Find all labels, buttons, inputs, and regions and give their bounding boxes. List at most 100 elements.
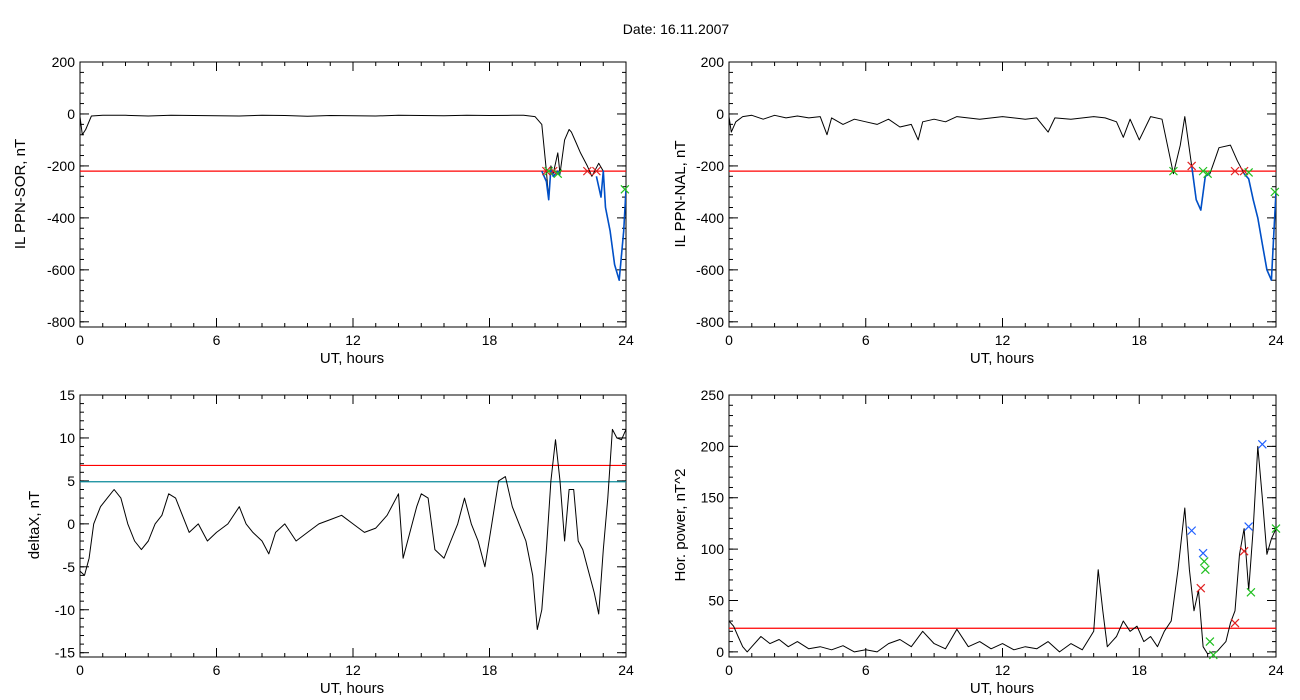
y-axis-label: IL PPN-SOR, nT [12,139,29,249]
x-tick-label: 12 [345,332,361,348]
event-marker [1196,583,1206,593]
marker-stroke [1198,166,1208,176]
plot-area [729,114,1276,282]
x-axis-label: UT, hours [320,350,384,367]
chart-panel-sor: UT, hours IL PPN-SOR, nT -800 -600 -400 -20… [12,54,634,367]
event-marker [553,169,563,179]
marker-stroke [1230,618,1240,628]
event-marker [1257,439,1267,449]
y-tick-label: 0 [716,106,724,122]
y-axis-label: IL PPN-NAL, nT [672,141,689,248]
x-tick-label: 24 [618,332,634,348]
x-tick-label: 18 [1131,662,1147,678]
y-tick-label: 0 [67,106,75,122]
event-marker [1230,618,1240,628]
marker-stroke [592,166,601,176]
y-tick-label: -800 [47,314,75,330]
x-tick-label: 6 [862,662,870,678]
event-marker [592,166,601,176]
marker-stroke [544,166,554,176]
plot-area [80,114,626,282]
marker-stroke [1239,166,1249,176]
x-tick-label: 18 [1131,332,1147,348]
x-tick-label: 6 [213,662,221,678]
event-marker [1244,522,1254,531]
y-tick-label: 15 [59,387,75,403]
y-tick-label: 200 [701,54,725,70]
marker-stroke [553,169,563,179]
chart-panel-nal: UT, hours IL PPN-NAL, nT -800 -600 -400 -20… [672,54,1284,367]
marker-stroke [1230,166,1240,176]
event-marker [1244,167,1254,177]
y-tick-label: 10 [59,430,75,446]
event-marker [1208,650,1218,660]
y-tick-label: 50 [708,592,724,608]
y-tick-label: -200 [696,158,724,174]
plot-frame [79,394,627,658]
event-marker [1198,548,1208,558]
marker-stroke [1187,161,1197,171]
plot-area [80,428,626,630]
y-tick-label: -400 [696,210,724,226]
plot-area [729,445,1276,655]
y-tick-label: -200 [47,158,75,174]
marker-stroke [1187,526,1197,536]
y-tick-label: 200 [52,54,76,70]
event-marker [1239,546,1249,556]
y-tick-label: 5 [67,473,75,489]
event-marker [620,184,630,194]
data-trace [80,428,626,630]
marker-stroke [1246,587,1256,597]
figure-title: Date: 16.11.2007 [623,21,730,37]
marker-stroke [1270,187,1280,197]
event-trace [1243,173,1276,282]
x-tick-label: 12 [995,662,1011,678]
marker-stroke [1257,439,1267,449]
event-marker [1271,524,1281,533]
marker-stroke [1169,166,1178,176]
x-tick-label: 0 [725,662,733,678]
event-trace [1190,165,1211,211]
x-tick-label: 18 [482,332,498,348]
y-tick-label: -600 [696,262,724,278]
event-marker [582,166,592,176]
event-marker [1199,557,1209,566]
event-marker [1169,166,1178,176]
plot-frame [728,61,1277,328]
marker-stroke [1203,169,1213,179]
marker-stroke [1239,546,1249,556]
marker-stroke [1196,583,1206,593]
marker-stroke [1208,650,1218,660]
event-marker [1246,587,1256,597]
event-marker [1230,166,1240,176]
x-tick-label: 0 [725,332,733,348]
y-tick-label: 200 [701,438,725,454]
marker-stroke [1271,524,1281,533]
chart-panel-power: UT, hours Hor. power, nT^2 0 50 100 150 200 2… [672,387,1284,697]
chart-panel-deltax: UT, hours deltaX, nT -15 -10 -5 0 5 10 15 0 6 12 1… [26,387,634,697]
event-marker [1187,161,1197,171]
event-marker [1198,166,1208,176]
y-tick-label: -800 [696,314,724,330]
data-trace [80,114,626,281]
y-tick-label: -15 [55,645,75,661]
x-tick-label: 24 [618,662,634,678]
event-marker [1203,169,1213,179]
y-tick-label: -5 [63,559,76,575]
plot-frame [79,61,627,328]
y-tick-label: -600 [47,262,75,278]
event-marker [1200,565,1210,575]
marker-stroke [1199,557,1209,566]
x-axis-label: UT, hours [970,350,1034,367]
y-tick-label: 0 [716,644,724,660]
y-axis-label: Hor. power, nT^2 [672,469,689,582]
event-marker [541,166,551,176]
y-tick-label: -10 [55,602,75,618]
data-trace [729,114,1276,281]
marker-stroke [541,166,551,176]
x-tick-label: 24 [1268,332,1284,348]
x-axis-label: UT, hours [970,680,1034,697]
x-tick-label: 18 [482,662,498,678]
y-tick-label: 250 [701,387,725,403]
